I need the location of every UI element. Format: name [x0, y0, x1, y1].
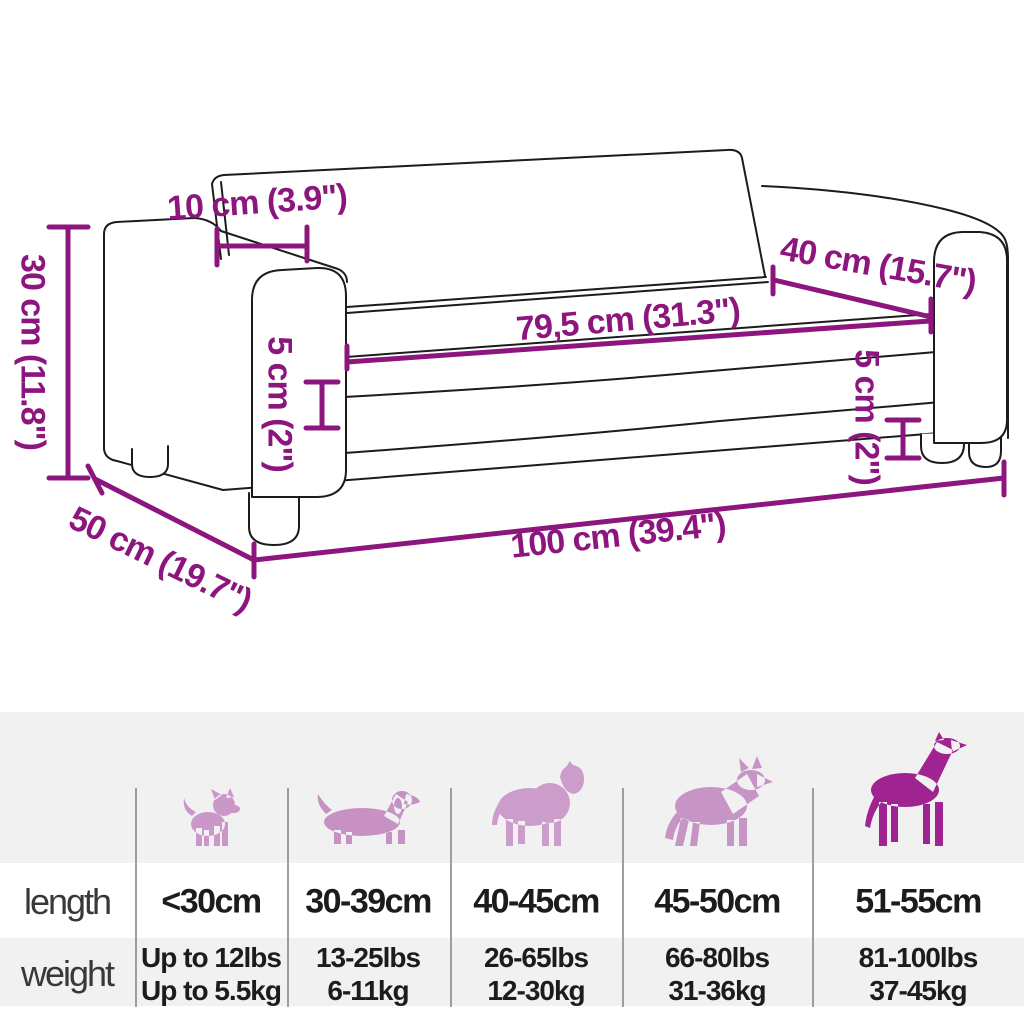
weight-kg: 12-30kg: [487, 975, 585, 1006]
weight-value: 81-100lbs 37-45kg: [858, 941, 979, 1007]
length-value: 45-50cm: [654, 882, 781, 921]
bull-terrier-icon: [492, 761, 584, 846]
weight-lbs: Up to 12lbs: [141, 942, 282, 973]
column-divider: [812, 788, 814, 1007]
weight-kg: 37-45kg: [869, 975, 967, 1006]
height-dimension-label: 30 cm (11.8"): [13, 254, 52, 450]
height-dimension-line: [46, 224, 91, 481]
inner-width-dimension-line: [344, 318, 933, 372]
length-row-background: [0, 863, 1024, 938]
weight-value: Up to 12lbs Up to 5.5kg: [141, 941, 282, 1007]
cushion-right-dimension-line: [884, 417, 922, 461]
weight-kg: 6-11kg: [327, 975, 409, 1006]
weight-kg: Up to 5.5kg: [141, 975, 282, 1006]
seat-depth-dimension-line: [770, 264, 934, 335]
length-value: <30cm: [161, 882, 262, 921]
dimension-lines: [46, 224, 1007, 580]
width-dimension-line: [251, 459, 1007, 580]
cushion-left-dimension-label: 5 cm (2"): [260, 336, 299, 472]
mattress-edge: [343, 351, 937, 398]
chihuahua-icon: [183, 788, 240, 846]
weight-kg: 31-36kg: [668, 975, 766, 1006]
german-shepherd-icon: [665, 756, 773, 846]
weight-lbs: 81-100lbs: [858, 942, 979, 973]
sofa-leg: [248, 490, 300, 546]
weight-lbs: 66-80lbs: [664, 942, 770, 973]
column-divider: [622, 788, 624, 1007]
weight-value: 13-25lbs 6-11kg: [315, 941, 421, 1007]
seat-back-piping: [346, 276, 769, 314]
base-left-edge: [103, 448, 224, 491]
weight-lbs: 13-25lbs: [315, 942, 421, 973]
left-armrest-front: [251, 266, 347, 498]
dachshund-icon: [317, 791, 420, 844]
great-dane-icon: [865, 732, 967, 846]
weight-value: 66-80lbs 31-36kg: [664, 941, 770, 1007]
backrest-thickness-dimension-line: [214, 224, 310, 268]
right-armrest-front: [933, 231, 1008, 444]
seat-front-edge: [345, 313, 932, 358]
sofa-leg: [131, 445, 169, 478]
length-value: 40-45cm: [473, 882, 600, 921]
weight-lbs: 26-65lbs: [483, 942, 589, 973]
column-divider: [450, 788, 452, 1007]
column-divider: [135, 788, 137, 1007]
backrest-panel: [211, 148, 766, 277]
right-armrest-outer: [761, 185, 1009, 439]
cushion-right-dimension-label: 5 cm (2"): [847, 349, 886, 485]
sofa-line-drawing: [103, 148, 1009, 546]
sofa-dimension-diagram: [46, 148, 1009, 580]
length-value: 30-39cm: [305, 882, 432, 921]
left-armrest-outer: [103, 217, 348, 450]
weight-row-label: weight: [20, 953, 115, 994]
column-divider: [287, 788, 289, 1007]
size-chart-panel: [0, 712, 1024, 1006]
length-row-label: length: [23, 881, 112, 922]
extension-edge: [344, 401, 942, 454]
cushion-left-dimension-line: [303, 379, 341, 431]
depth-dimension-line: [85, 463, 257, 563]
weight-value: 26-65lbs 12-30kg: [483, 941, 589, 1007]
length-value: 51-55cm: [855, 882, 982, 921]
